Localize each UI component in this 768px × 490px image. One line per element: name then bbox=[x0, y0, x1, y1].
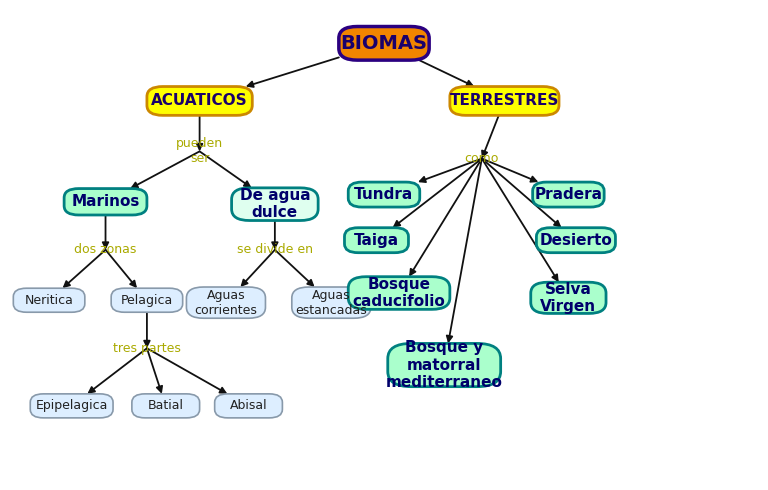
FancyBboxPatch shape bbox=[232, 188, 318, 221]
Text: Selva
Virgen: Selva Virgen bbox=[541, 282, 597, 314]
Text: Pradera: Pradera bbox=[535, 187, 602, 202]
FancyBboxPatch shape bbox=[214, 394, 283, 418]
FancyBboxPatch shape bbox=[147, 87, 252, 115]
Text: Neritica: Neritica bbox=[25, 294, 74, 307]
Text: De agua
dulce: De agua dulce bbox=[240, 188, 310, 220]
FancyBboxPatch shape bbox=[13, 288, 84, 312]
FancyBboxPatch shape bbox=[132, 394, 200, 418]
FancyBboxPatch shape bbox=[339, 26, 429, 60]
Text: como: como bbox=[465, 152, 499, 165]
Text: Aguas
corrientes: Aguas corrientes bbox=[194, 289, 257, 317]
Text: Pelagica: Pelagica bbox=[121, 294, 173, 307]
Text: Batial: Batial bbox=[147, 399, 184, 413]
FancyBboxPatch shape bbox=[292, 287, 371, 318]
Text: TERRESTRES: TERRESTRES bbox=[450, 94, 559, 108]
FancyBboxPatch shape bbox=[111, 288, 183, 312]
Text: Aguas
estancadas: Aguas estancadas bbox=[296, 289, 367, 317]
FancyBboxPatch shape bbox=[348, 182, 420, 207]
FancyBboxPatch shape bbox=[388, 343, 501, 387]
Text: BIOMAS: BIOMAS bbox=[340, 34, 428, 53]
Text: Abisal: Abisal bbox=[230, 399, 267, 413]
Text: pueden
ser: pueden ser bbox=[176, 137, 223, 165]
Text: ACUATICOS: ACUATICOS bbox=[151, 94, 248, 108]
FancyBboxPatch shape bbox=[531, 282, 606, 314]
Text: se divide en: se divide en bbox=[237, 244, 313, 256]
Text: Desierto: Desierto bbox=[540, 233, 612, 248]
Text: Marinos: Marinos bbox=[71, 194, 140, 209]
Text: Bosque
caducifolio: Bosque caducifolio bbox=[353, 277, 445, 309]
Text: Bosque y
matorral
mediterraneo: Bosque y matorral mediterraneo bbox=[386, 340, 502, 390]
Text: Epipelagica: Epipelagica bbox=[35, 399, 108, 413]
FancyBboxPatch shape bbox=[30, 394, 113, 418]
FancyBboxPatch shape bbox=[345, 228, 409, 253]
FancyBboxPatch shape bbox=[533, 182, 604, 207]
Text: Taiga: Taiga bbox=[354, 233, 399, 248]
FancyBboxPatch shape bbox=[187, 287, 266, 318]
Text: tres partes: tres partes bbox=[113, 342, 180, 355]
Text: Tundra: Tundra bbox=[354, 187, 414, 202]
FancyBboxPatch shape bbox=[450, 87, 559, 115]
FancyBboxPatch shape bbox=[348, 277, 450, 309]
FancyBboxPatch shape bbox=[536, 228, 615, 253]
Text: dos zonas: dos zonas bbox=[74, 244, 137, 256]
FancyBboxPatch shape bbox=[65, 189, 147, 215]
